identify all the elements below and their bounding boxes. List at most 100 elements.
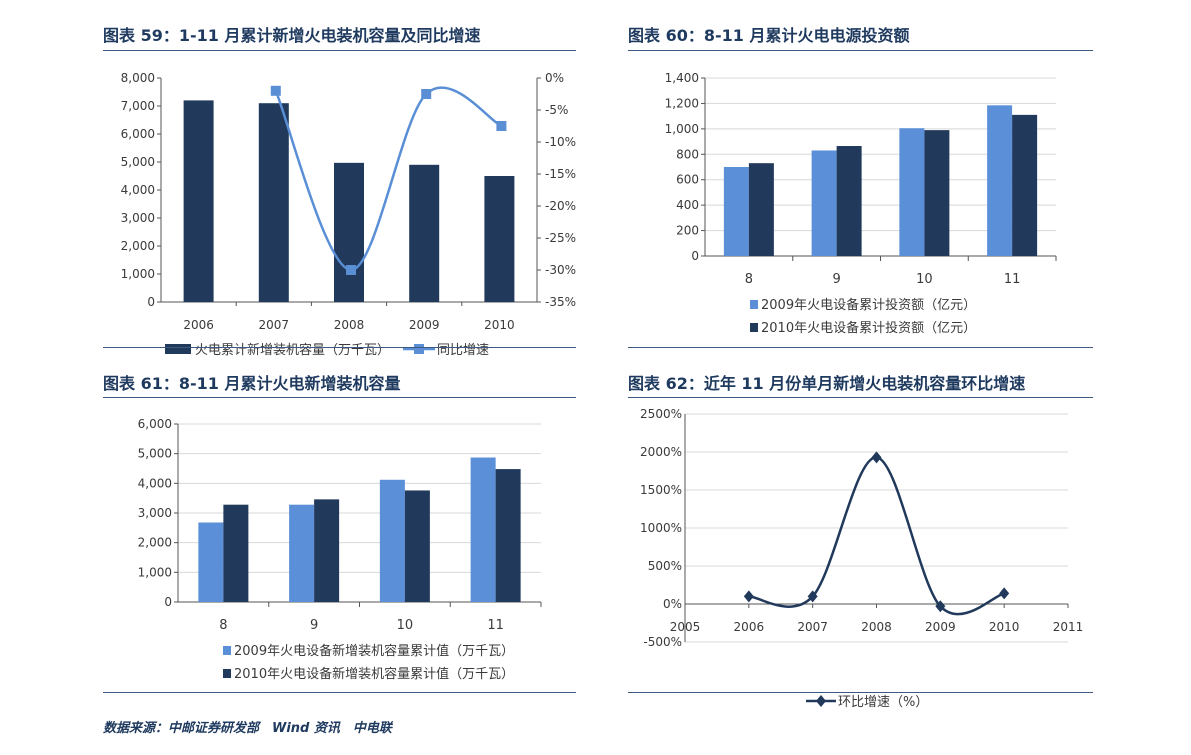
x-tick-label: 11 <box>487 618 504 633</box>
chart-panel-62: 图表 62：近年 11 月份单月新增火电装机容量环比增速 -500% 0% 500%… <box>628 370 1093 710</box>
bar <box>899 128 925 256</box>
x-tick-label: 2009 <box>409 318 440 332</box>
chart-title: 图表 59：1-11 月累计新增火电装机容量及同比增速 <box>103 26 481 45</box>
tick-label: 800 <box>676 147 699 161</box>
bar <box>1012 114 1038 256</box>
tick-label: 2,000 <box>121 239 155 253</box>
legend-label: 环比增速（%） <box>838 695 928 710</box>
tick-label: 3,000 <box>138 506 172 520</box>
bar <box>470 457 496 602</box>
bar <box>924 130 950 256</box>
bar <box>404 490 430 602</box>
tick-label: -25% <box>545 231 576 245</box>
data-source: 数据来源：中邮证券研发部 Wind 资讯 中电联 <box>103 721 392 736</box>
tick-label: 1,000 <box>138 565 172 579</box>
tick-label: 8,000 <box>121 71 155 85</box>
tick-label: -30% <box>545 263 576 277</box>
bar <box>183 100 214 303</box>
bar <box>198 522 224 602</box>
legend-swatch <box>223 669 231 678</box>
x-tick-label: 2007 <box>259 318 290 332</box>
tick-label: -5% <box>545 103 568 117</box>
legend-swatch <box>223 646 231 655</box>
tick-label: 1,200 <box>665 96 699 110</box>
line-marker <box>871 451 882 464</box>
bar <box>723 167 749 256</box>
bar <box>409 164 440 302</box>
x-tick-label: 11 <box>1004 272 1021 287</box>
x-tick-label: 10 <box>397 618 414 633</box>
tick-label: 2000% <box>640 445 682 459</box>
legend-swatch <box>750 323 758 332</box>
tick-label: -15% <box>545 167 576 181</box>
tick-label: 2500% <box>640 407 682 421</box>
x-tick-label: 9 <box>310 618 318 633</box>
x-tick-label: 2006 <box>734 620 765 634</box>
bottom-rule <box>103 692 576 693</box>
bottom-rule <box>103 347 576 348</box>
line-marker <box>999 587 1010 600</box>
bar <box>748 163 774 256</box>
x-tick-label: 2010 <box>484 318 515 332</box>
x-tick-label: 9 <box>832 272 840 287</box>
bar <box>289 504 315 602</box>
legend-swatch <box>165 344 191 354</box>
tick-label: 5,000 <box>138 447 172 461</box>
bar <box>811 150 837 256</box>
tick-label: 5,000 <box>121 155 155 169</box>
chart-panel-60: 图表 60：8-11 月累计火电电源投资额 0 200 400 600 800 1,000… <box>628 22 1093 352</box>
tick-label: 1000% <box>640 521 682 535</box>
series-line <box>748 456 1005 616</box>
bar <box>987 105 1013 256</box>
tick-label: 1500% <box>640 483 682 497</box>
tick-label: 0% <box>663 597 682 611</box>
tick-label: 0% <box>545 71 564 85</box>
legend-label: 2009年火电设备新增装机容量累计值（万千瓦） <box>234 643 514 659</box>
bar <box>836 146 862 256</box>
title-rule <box>103 397 576 398</box>
bar <box>495 469 521 602</box>
legend-swatch <box>750 300 758 309</box>
bar <box>379 479 405 602</box>
tick-label: 600 <box>676 173 699 187</box>
bar <box>314 499 340 602</box>
bar <box>223 504 249 602</box>
legend-label: 火电累计新增装机容量（万千瓦） <box>195 342 390 358</box>
tick-label: 3,000 <box>121 211 155 225</box>
tick-label: 1,400 <box>665 71 699 85</box>
tick-label: 0 <box>691 249 699 263</box>
legend-label: 2010年火电设备累计投资额（亿元） <box>761 320 976 336</box>
bar <box>334 162 364 302</box>
x-tick-label: 8 <box>745 272 753 287</box>
tick-label: 400 <box>676 198 699 212</box>
bar <box>258 103 289 302</box>
bottom-rule <box>628 347 1093 348</box>
line-marker <box>421 89 432 99</box>
chart-title: 图表 61：8-11 月累计火电新增装机容量 <box>103 374 401 393</box>
line-marker <box>496 121 507 131</box>
x-tick-label: 2008 <box>334 318 365 332</box>
chart-panel-59: 图表 59：1-11 月累计新增火电装机容量及同比增速 0 1,000 2,000 3… <box>103 22 576 358</box>
legend-label: 2009年火电设备累计投资额（亿元） <box>761 297 976 313</box>
tick-label: 4,000 <box>138 476 172 490</box>
tick-label: 2,000 <box>138 536 172 550</box>
x-tick-label: 2008 <box>861 620 892 634</box>
x-tick-label: 10 <box>916 272 933 287</box>
tick-label: 6,000 <box>138 417 172 431</box>
tick-label: 200 <box>676 224 699 238</box>
tick-label: 500% <box>648 559 682 573</box>
chart-61: 0 1,000 2,000 3,000 4,000 5,000 6,000 8 9 10 11 200… <box>138 417 542 682</box>
legend-marker <box>816 695 826 707</box>
tick-label: 1,000 <box>121 267 155 281</box>
legend-label: 2010年火电设备新增装机容量累计值（万千瓦） <box>234 666 514 682</box>
legend-marker <box>414 344 424 354</box>
tick-label: -20% <box>545 199 576 213</box>
tick-label: 0 <box>147 295 155 309</box>
series-line <box>274 86 503 272</box>
chart-62: -500% 0% 500% 1000% 1500% 2000% 2500% 2005 2006 2… <box>640 407 1083 710</box>
x-tick-label: 2005 <box>670 620 701 634</box>
title-rule <box>103 50 576 51</box>
line-marker <box>743 590 754 603</box>
chart-title: 图表 62：近年 11 月份单月新增火电装机容量环比增速 <box>628 374 1026 393</box>
tick-label: -10% <box>545 135 576 149</box>
